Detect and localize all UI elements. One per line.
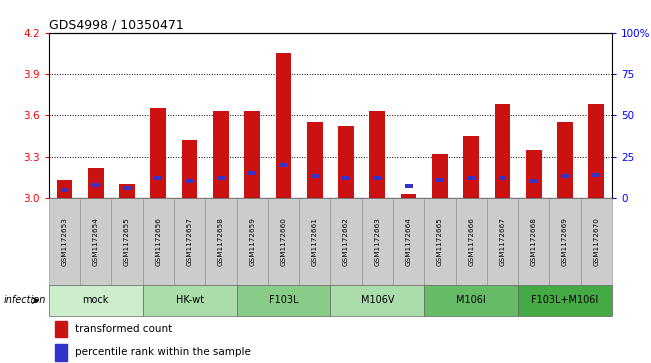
Bar: [487, 198, 518, 285]
Bar: [307, 122, 322, 198]
Bar: [154, 176, 162, 180]
Bar: [248, 171, 256, 175]
Bar: [339, 126, 354, 198]
Bar: [330, 198, 362, 285]
Bar: [111, 198, 143, 285]
Bar: [557, 122, 573, 198]
Bar: [526, 150, 542, 198]
Text: M106I: M106I: [456, 295, 486, 305]
Text: F103L: F103L: [269, 295, 298, 305]
Bar: [330, 285, 424, 316]
Bar: [55, 344, 67, 361]
Bar: [456, 198, 487, 285]
Bar: [311, 174, 318, 179]
Bar: [80, 198, 111, 285]
Bar: [213, 111, 229, 198]
Bar: [436, 178, 444, 182]
Text: infection: infection: [3, 295, 46, 305]
Bar: [236, 285, 330, 316]
Bar: [88, 168, 104, 198]
Bar: [495, 104, 510, 198]
Text: GSM1172664: GSM1172664: [406, 217, 411, 266]
Text: transformed count: transformed count: [75, 323, 172, 334]
Bar: [174, 198, 205, 285]
Bar: [299, 198, 330, 285]
Bar: [268, 198, 299, 285]
Text: GSM1172653: GSM1172653: [61, 217, 68, 266]
Bar: [424, 198, 456, 285]
Bar: [561, 174, 569, 179]
Bar: [217, 176, 225, 180]
Bar: [123, 186, 131, 190]
Text: GSM1172668: GSM1172668: [531, 217, 536, 266]
Bar: [119, 184, 135, 198]
Bar: [405, 184, 413, 188]
Text: GSM1172657: GSM1172657: [187, 217, 193, 266]
Text: GSM1172661: GSM1172661: [312, 217, 318, 266]
Text: GSM1172663: GSM1172663: [374, 217, 380, 266]
Text: GSM1172665: GSM1172665: [437, 217, 443, 266]
Text: GSM1172659: GSM1172659: [249, 217, 255, 266]
Bar: [57, 180, 72, 198]
Bar: [182, 140, 197, 198]
Text: GSM1172667: GSM1172667: [499, 217, 505, 266]
Bar: [342, 176, 350, 180]
Text: percentile rank within the sample: percentile rank within the sample: [75, 347, 251, 357]
Bar: [92, 183, 100, 187]
Bar: [205, 198, 236, 285]
Bar: [401, 194, 417, 198]
Text: GSM1172654: GSM1172654: [92, 217, 99, 266]
Bar: [393, 198, 424, 285]
Bar: [499, 176, 506, 180]
Text: GSM1172660: GSM1172660: [281, 217, 286, 266]
Bar: [49, 285, 143, 316]
Text: GSM1172656: GSM1172656: [156, 217, 161, 266]
Text: GSM1172658: GSM1172658: [218, 217, 224, 266]
Text: GDS4998 / 10350471: GDS4998 / 10350471: [49, 19, 184, 32]
Text: GSM1172655: GSM1172655: [124, 217, 130, 266]
Bar: [186, 179, 193, 183]
Bar: [275, 53, 291, 198]
Text: F103L+M106I: F103L+M106I: [531, 295, 599, 305]
Text: GSM1172662: GSM1172662: [343, 217, 349, 266]
Text: GSM1172670: GSM1172670: [593, 217, 600, 266]
Bar: [244, 111, 260, 198]
Text: mock: mock: [83, 295, 109, 305]
Bar: [236, 198, 268, 285]
Bar: [424, 285, 518, 316]
Bar: [432, 154, 448, 198]
Bar: [589, 104, 604, 198]
Bar: [150, 109, 166, 198]
Bar: [143, 198, 174, 285]
Bar: [518, 198, 549, 285]
Bar: [549, 198, 581, 285]
Text: M106V: M106V: [361, 295, 394, 305]
Bar: [362, 198, 393, 285]
Bar: [592, 173, 600, 177]
Bar: [61, 188, 68, 192]
Bar: [464, 136, 479, 198]
Bar: [467, 176, 475, 180]
Bar: [279, 163, 287, 167]
Bar: [581, 198, 612, 285]
Text: GSM1172669: GSM1172669: [562, 217, 568, 266]
Bar: [370, 111, 385, 198]
Text: GSM1172666: GSM1172666: [468, 217, 474, 266]
Bar: [49, 198, 80, 285]
Text: HK-wt: HK-wt: [176, 295, 204, 305]
Bar: [374, 176, 381, 180]
Bar: [55, 321, 67, 337]
Bar: [518, 285, 612, 316]
Bar: [530, 179, 538, 183]
Bar: [143, 285, 236, 316]
